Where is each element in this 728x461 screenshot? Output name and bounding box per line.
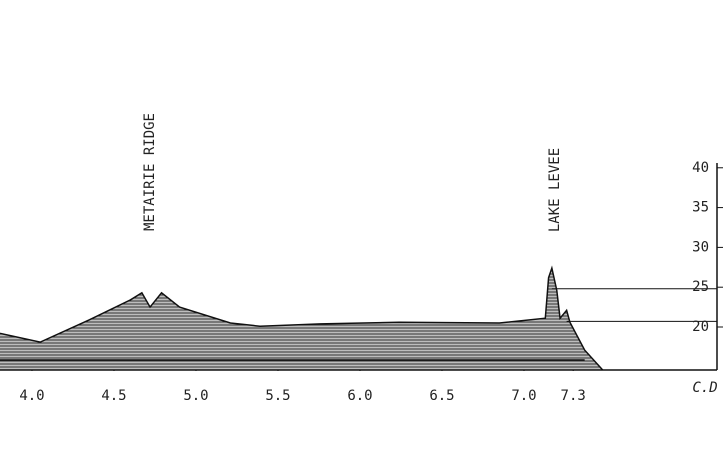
x-tick-label: 6.5: [429, 388, 454, 404]
area: [0, 268, 603, 370]
x-tick-label: 7.0: [511, 388, 536, 404]
annotation: METAIRIE RIDGE: [142, 113, 158, 231]
x-tick-label: 6.0: [347, 388, 372, 404]
x-tick-label: 4.0: [19, 388, 44, 404]
annotation: LAKE LEVEE: [547, 148, 563, 232]
y-tick-label: 25: [692, 279, 709, 295]
x-tick-label: 7.3: [561, 388, 586, 404]
y-tick-label: 40: [692, 160, 709, 176]
y-tick-label: 30: [692, 239, 709, 255]
x-tick-label: 4.5: [101, 388, 126, 404]
x-tick-label: 5.5: [265, 388, 290, 404]
axis-label: C.D: [692, 380, 717, 396]
profile-line: [0, 265, 604, 371]
y-tick-label: 35: [692, 200, 709, 216]
x-tick-label: 5.0: [183, 388, 208, 404]
y-tick-label: 20: [692, 319, 709, 335]
